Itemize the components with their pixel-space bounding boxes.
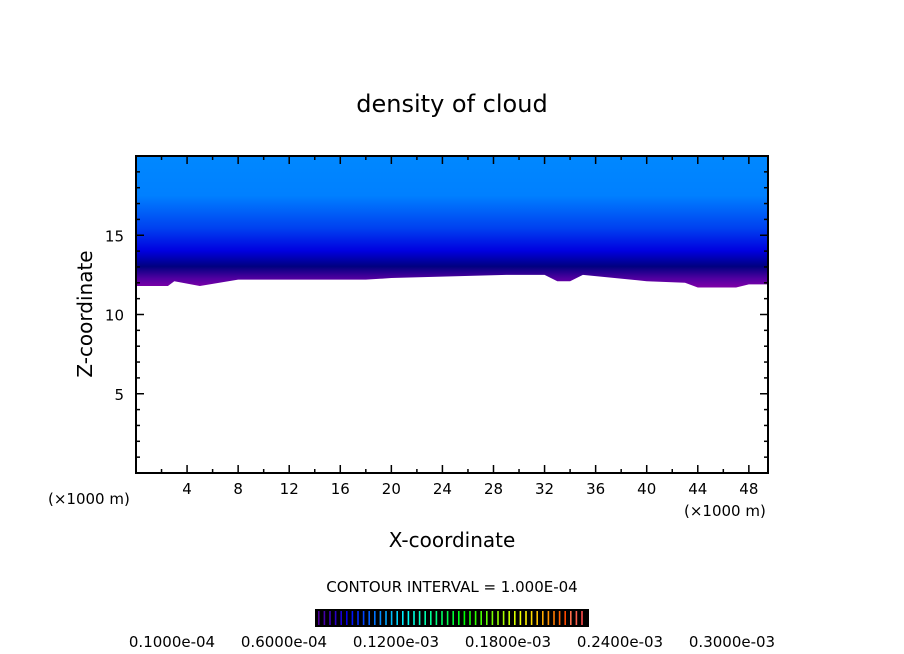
colorbar-stripe (474, 611, 477, 625)
colorbar-stripe (491, 611, 494, 625)
colorbar-label: 0.2400e-03 (577, 633, 663, 651)
colorbar-stripe (542, 611, 544, 625)
x-tick-label: 28 (484, 480, 503, 498)
colorbar-stripe (329, 611, 331, 625)
colorbar-stripe (374, 611, 376, 625)
colorbar-stripe (458, 611, 460, 625)
colorbar-stripe (514, 611, 516, 625)
colorbar-stripe (558, 611, 561, 625)
x-tick-label: 40 (637, 480, 656, 498)
colorbar-label: 0.1800e-03 (465, 633, 551, 651)
y-axis-label: Z-coordinate (73, 250, 97, 377)
colorbar-stripe (402, 611, 404, 625)
colorbar-stripe (340, 611, 342, 625)
colorbar-stripe (530, 611, 533, 625)
colorbar-stripe (430, 611, 432, 625)
colorbar-stripe (553, 611, 555, 625)
x-tick-label: 16 (331, 480, 350, 498)
cloud-region (136, 156, 768, 288)
colorbar-stripe (407, 611, 410, 625)
colorbar-labels: 0.1000e-04 0.6000e-04 0.1200e-03 0.1800e-03… (129, 633, 775, 651)
colorbar-label: 0.3000e-03 (689, 633, 775, 651)
x-tick-label: 32 (535, 480, 554, 498)
x-tick-label: 36 (586, 480, 605, 498)
x-unit-label-right: (×1000 m) (684, 502, 766, 520)
colorbar-stripe (480, 611, 482, 625)
contour-interval-label: CONTOUR INTERVAL = 1.000E-04 (326, 578, 577, 596)
colorbar-stripe (564, 611, 566, 625)
colorbar-stripe (547, 611, 550, 625)
colorbar-stripe (519, 611, 522, 625)
colorbar-stripe (502, 611, 505, 625)
x-tick-label: 12 (280, 480, 299, 498)
colorbar-stripe (497, 611, 499, 625)
x-tick-label: 4 (182, 480, 192, 498)
colorbar-stripe (452, 611, 454, 625)
chart-title: density of cloud (356, 90, 547, 118)
colorbar-stripe (346, 611, 348, 625)
y-tick-label: 10 (105, 307, 124, 325)
colorbar-stripe (581, 611, 583, 625)
colorbar-stripe (536, 611, 538, 625)
x-unit-label-left: (×1000 m) (48, 490, 130, 508)
x-tick-label: 44 (688, 480, 707, 498)
colorbar-stripe (463, 611, 466, 625)
colorbar-stripe (385, 611, 387, 625)
colorbar-stripe (379, 611, 382, 625)
colorbar-label: 0.1200e-03 (353, 633, 439, 651)
colorbar-stripe (446, 611, 449, 625)
colorbar-stripe (318, 611, 320, 625)
x-tick-label: 8 (233, 480, 243, 498)
x-tick-label: 48 (739, 480, 758, 498)
colorbar-stripe (396, 611, 398, 625)
y-tick-label: 15 (105, 227, 124, 245)
x-axis-label: X-coordinate (389, 528, 516, 552)
colorbar-stripe (357, 611, 359, 625)
colorbar-stripe (508, 611, 510, 625)
colorbar-stripe (323, 611, 326, 625)
cloud-contour-fill (136, 156, 768, 288)
colorbar-stripe (362, 611, 365, 625)
y-tick-label: 5 (114, 386, 124, 404)
colorbar-stripes (318, 611, 583, 625)
colorbar-stripe (368, 611, 370, 625)
colorbar-stripe (351, 611, 354, 625)
colorbar-stripe (575, 611, 578, 625)
colorbar-stripe (413, 611, 415, 625)
colorbar-stripe (424, 611, 426, 625)
colorbar-label: 0.1000e-04 (129, 633, 215, 651)
colorbar-stripe (418, 611, 421, 625)
colorbar-stripe (441, 611, 443, 625)
colorbar-stripe (435, 611, 438, 625)
colorbar-stripe (469, 611, 471, 625)
colorbar-stripe (390, 611, 393, 625)
colorbar-stripe (334, 611, 337, 625)
colorbar-label: 0.6000e-04 (241, 633, 327, 651)
colorbar-stripe (486, 611, 488, 625)
x-tick-label: 24 (433, 480, 452, 498)
x-tick-label: 20 (382, 480, 401, 498)
colorbar-stripe (570, 611, 572, 625)
colorbar-stripe (525, 611, 527, 625)
